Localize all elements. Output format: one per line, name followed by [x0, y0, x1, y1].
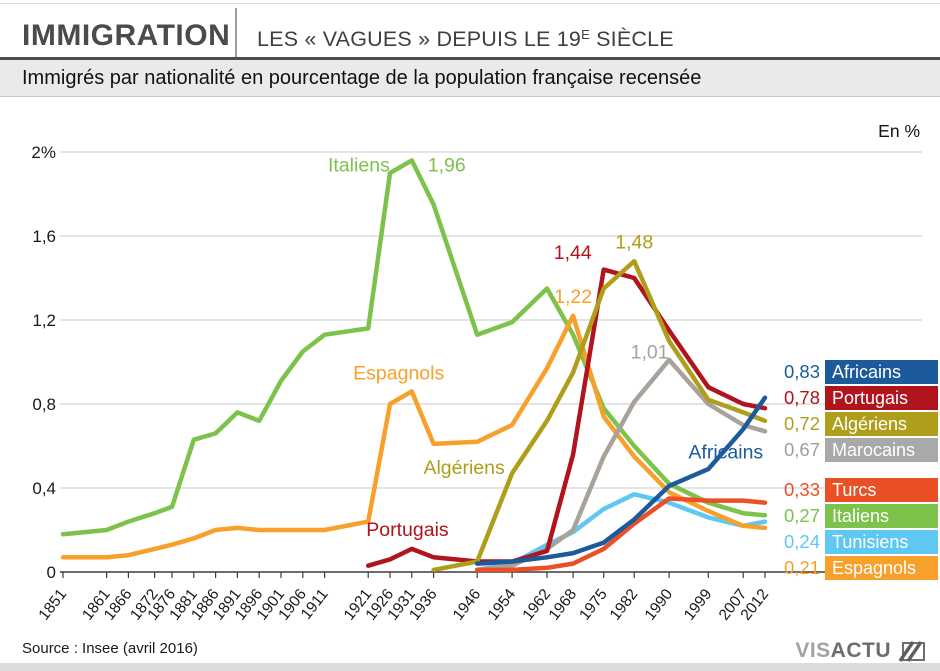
x-axis-label-1999: 1999	[681, 586, 716, 624]
unit-label: En %	[878, 121, 920, 141]
legend-value: 0,78	[783, 387, 820, 408]
legend-row-italiens: 0,27 Italiens	[770, 504, 940, 528]
series-line-africains	[474, 395, 768, 566]
y-axis-label: 0,8	[32, 395, 56, 414]
y-axis-label: 2%	[31, 143, 56, 162]
series-line-espagnols	[60, 313, 768, 560]
y-axis-label: 0,4	[32, 479, 56, 498]
y-axis-label: 0	[47, 563, 56, 582]
legend-row-espagnols: 0,21 Espagnols	[770, 556, 940, 580]
annotation-portugais: Portugais	[366, 519, 449, 541]
section-title-suffix: SIÈCLE	[589, 27, 674, 51]
y-axis-label: 1,6	[32, 227, 56, 246]
legend-value: 0,33	[783, 479, 820, 500]
annotation-196: 1,96	[428, 155, 466, 177]
annotation-101: 1,01	[631, 342, 669, 364]
legend-chip: Espagnols	[825, 556, 938, 580]
legend-chip: Africains	[825, 360, 938, 384]
header-rule	[0, 57, 940, 60]
annotation-italiens: Italiens	[328, 155, 390, 177]
legend-chip: Italiens	[825, 504, 938, 528]
bottom-strip	[0, 663, 940, 671]
x-axis-label-1962: 1962	[520, 586, 555, 624]
legend-row-tunisiens: 0,24 Tunisiens	[770, 530, 940, 554]
legend-chip: Tunisiens	[825, 530, 938, 554]
legend-group-main: 0,83 Africains 0,78 Portugais 0,72 Algériens 0…	[770, 360, 940, 464]
subtitle-bar: Immigrés par nationalité en pourcentage …	[0, 60, 940, 97]
visactu-logo: VIS ACTU	[795, 639, 926, 663]
annotation-144: 1,44	[554, 242, 592, 264]
visactu-logo-icon	[898, 641, 925, 662]
annotation-148: 1,48	[615, 231, 653, 253]
x-axis-label-1946: 1946	[450, 586, 485, 624]
brand-title: IMMIGRATION	[22, 19, 231, 52]
x-axis-label-1982: 1982	[607, 586, 642, 624]
x-axis-label-1954: 1954	[485, 586, 520, 624]
x-axis-label-1990: 1990	[642, 586, 677, 624]
annotation-espagnols: Espagnols	[353, 363, 444, 385]
legend-row-portugais: 0,78 Portugais	[770, 386, 940, 410]
series-line-turcs	[474, 496, 768, 573]
legend-chip: Marocains	[825, 438, 938, 462]
legend-chip: Algériens	[825, 412, 938, 436]
annotation-algeriens: Algériens	[423, 457, 505, 479]
subtitle-text: Immigrés par nationalité en pourcentage …	[22, 67, 702, 89]
series-line-portugais	[365, 267, 768, 568]
top-rule	[0, 3, 940, 4]
legend-chip: Turcs	[825, 478, 938, 502]
series-line-italiens	[60, 158, 768, 537]
y-axis-label: 1,2	[32, 311, 56, 330]
annotation-122: 1,22	[554, 286, 592, 308]
x-axis-label-1968: 1968	[546, 586, 581, 624]
section-title-superscript: E	[581, 27, 590, 42]
legend-value: 0,72	[783, 413, 820, 434]
section-title-text: LES « VAGUES » DEPUIS LE 19	[257, 27, 582, 51]
legend-row-algeriens: 0,72 Algériens	[770, 412, 940, 436]
visactu-logo-text-dark: ACTU	[830, 639, 891, 662]
legend-row-marocains: 0,67 Marocains	[770, 438, 940, 462]
legend-value: 0,83	[783, 361, 820, 382]
series-line-algeriens	[431, 258, 768, 573]
legend-value: 0,67	[783, 439, 820, 460]
legend-row-africains: 0,83 Africains	[770, 360, 940, 384]
visactu-logo-text-light: VIS	[795, 639, 831, 662]
legend-chip: Portugais	[825, 386, 938, 410]
source-text: Source : Insee (avril 2016)	[22, 640, 198, 657]
chart-area: 0 0,4 0,8 1,2 1,6 2% En % 1851 1861 1866 1872 1876 1…	[0, 97, 940, 630]
immigration-line-chart: 00,40,81,21,62%En %1851 18611866187218761…	[31, 121, 922, 624]
legend-value: 0,27	[783, 505, 820, 526]
legend-value: 0,21	[783, 557, 820, 578]
header-divider	[235, 8, 237, 57]
legend-value: 0,24	[783, 531, 820, 552]
x-axis-label-1851: 1851	[36, 586, 71, 624]
legend-row-turcs: 0,33 Turcs	[770, 478, 940, 502]
annotation-africains: Africains	[688, 441, 763, 463]
section-title: LES « VAGUES » DEPUIS LE 19E SIÈCLE	[257, 27, 674, 52]
x-axis-label-1975: 1975	[576, 586, 611, 624]
legend-group-secondary: 0,33 Turcs 0,27 Italiens 0,24 Tunisiens 0,21 Es…	[770, 478, 940, 582]
